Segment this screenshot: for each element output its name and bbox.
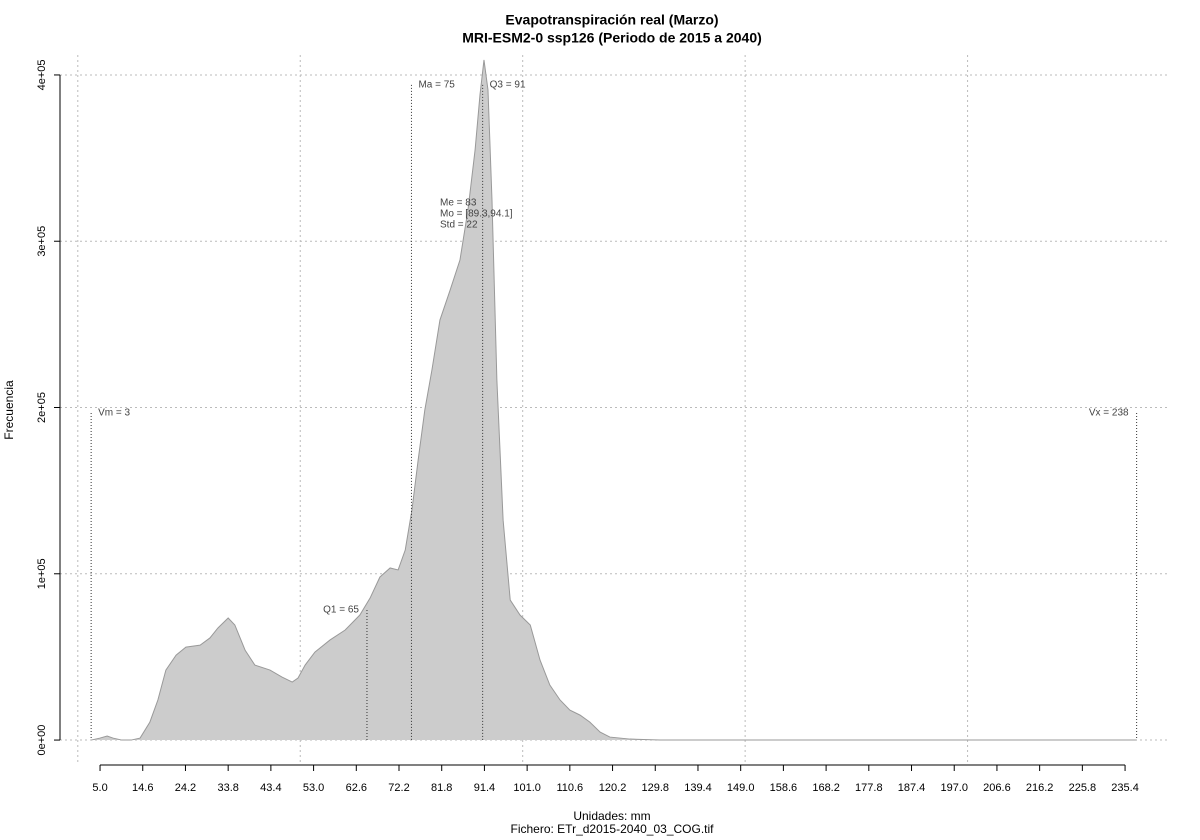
- x-tick-label: 225.8: [1069, 782, 1097, 794]
- x-tick-label: 206.6: [983, 782, 1011, 794]
- stat-label: Me = 83: [440, 198, 477, 209]
- x-tick-label: 91.4: [474, 782, 495, 794]
- x-tick-label: 139.4: [684, 782, 712, 794]
- x-tick-label: 72.2: [388, 782, 409, 794]
- y-tick-label: 4e+05: [36, 60, 48, 91]
- annotation-label: Vx = 238: [1089, 408, 1129, 419]
- annotation-label: Q3 = 91: [490, 80, 526, 91]
- density-line: [91, 59, 1137, 741]
- caption: Fichero: ETr_d2015-2040_03_COG.tif: [511, 822, 715, 836]
- chart-subtitle: MRI-ESM2-0 ssp126 (Periodo de 2015 a 204…: [462, 30, 762, 46]
- annotation-label: Ma = 75: [418, 80, 455, 91]
- x-tick-label: 168.2: [812, 782, 840, 794]
- x-tick-label: 24.2: [175, 782, 196, 794]
- x-tick-label: 216.2: [1026, 782, 1054, 794]
- chart-title: Evapotranspiración real (Marzo): [505, 12, 718, 28]
- x-tick-label: 149.0: [727, 782, 755, 794]
- x-tick-label: 62.6: [346, 782, 367, 794]
- x-tick-label: 81.8: [431, 782, 452, 794]
- y-tick-label: 0e+00: [36, 725, 48, 756]
- x-tick-label: 120.2: [599, 782, 627, 794]
- stat-label: Mo = [89.3,94.1]: [440, 209, 513, 220]
- y-axis-label: Frecuencia: [2, 380, 16, 440]
- x-tick-label: 5.0: [92, 782, 107, 794]
- stat-label: Std = 22: [440, 220, 478, 231]
- x-axis-label: Unidades: mm: [573, 809, 650, 823]
- x-tick-label: 197.0: [940, 782, 968, 794]
- x-tick-label: 158.6: [770, 782, 798, 794]
- y-tick-label: 1e+05: [36, 558, 48, 589]
- x-tick-label: 177.8: [855, 782, 883, 794]
- x-tick-label: 187.4: [898, 782, 926, 794]
- x-tick-label: 33.8: [217, 782, 238, 794]
- x-tick-label: 43.4: [260, 782, 281, 794]
- x-tick-label: 14.6: [132, 782, 153, 794]
- x-tick-label: 101.0: [513, 782, 541, 794]
- x-tick-label: 53.0: [303, 782, 324, 794]
- x-tick-label: 235.4: [1111, 782, 1139, 794]
- annotation-label: Vm = 3: [98, 408, 130, 419]
- y-tick-label: 3e+05: [36, 226, 48, 257]
- area-fill: [91, 59, 1137, 741]
- annotation-label: Q1 = 65: [323, 605, 359, 616]
- y-tick-label: 2e+05: [36, 392, 48, 423]
- x-tick-label: 129.8: [641, 782, 669, 794]
- x-tick-label: 110.6: [556, 782, 583, 794]
